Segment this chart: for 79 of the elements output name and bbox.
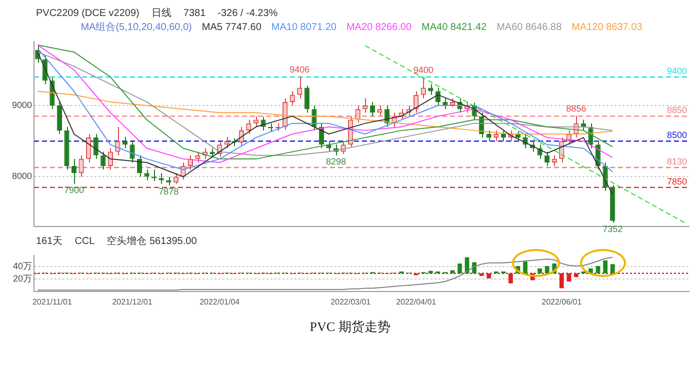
bar <box>428 270 433 274</box>
candlestick <box>377 105 382 116</box>
x-tick-label: 2022/01/04 <box>200 297 240 306</box>
bar <box>523 262 528 274</box>
candlestick <box>420 76 426 99</box>
text: MA10 8071.20 <box>271 22 336 32</box>
candlestick <box>78 154 84 178</box>
annotation: 7900 <box>64 184 84 195</box>
y-tick-label: 8000 <box>12 171 32 182</box>
annotation: 7352 <box>602 224 623 234</box>
candlestick <box>500 130 506 142</box>
bar <box>472 262 476 274</box>
text: 空头增仓 561395.00 <box>106 234 197 248</box>
candlestick <box>304 85 310 114</box>
x-tick-label: 2022/04/01 <box>396 297 437 306</box>
annotation: 8856 <box>566 104 586 114</box>
annotation: 8298 <box>326 156 346 166</box>
candlestick <box>195 151 200 163</box>
text: MA60 8646.88 <box>496 22 562 32</box>
ref-line-label: 8850 <box>666 105 687 116</box>
ref-line-label: 8500 <box>666 130 687 140</box>
ref-line-label: 8130 <box>666 156 687 166</box>
x-tick-label: 2022/06/01 <box>542 297 582 306</box>
candlestick <box>253 116 259 128</box>
candlestick <box>246 119 252 134</box>
bar <box>596 266 600 274</box>
candlestick <box>71 158 77 184</box>
candlestick <box>552 154 557 167</box>
y-tick-label: 9000 <box>12 100 32 110</box>
bar <box>458 263 462 274</box>
bar <box>610 264 615 274</box>
text: 161天 <box>36 235 63 248</box>
candlestick <box>580 119 586 131</box>
candlestick <box>173 172 178 184</box>
candlestick <box>56 101 62 134</box>
candlestick <box>486 130 492 142</box>
text: MA5 7747.60 <box>202 22 262 32</box>
text: PVC2209 (DCE v2209) <box>36 8 140 18</box>
text: 7381 <box>183 8 206 18</box>
bar <box>603 260 608 274</box>
legend-title: MA组合(5,10,20,40,60,0) <box>80 21 192 34</box>
candlestick <box>158 172 164 184</box>
text: -326 / -4.23% <box>218 8 278 18</box>
annotation: 9400 <box>413 65 434 75</box>
candlestick <box>494 130 499 142</box>
candlestick <box>100 151 106 170</box>
bar <box>544 266 550 274</box>
candlestick <box>515 130 521 142</box>
x-tick-label: 2021/12/01 <box>112 297 153 306</box>
candlestick <box>428 84 434 96</box>
annotation: 7878 <box>158 186 179 196</box>
ref-line-label: 7850 <box>666 176 687 186</box>
text: 日线 <box>151 6 172 20</box>
candlestick <box>144 169 150 181</box>
text: MA20 8266.00 <box>346 22 412 32</box>
candlestick <box>130 140 135 163</box>
candlestick <box>122 136 128 149</box>
text: MA40 8421.42 <box>422 22 487 32</box>
candlestick <box>442 98 448 110</box>
candlestick <box>297 76 302 99</box>
bar <box>538 268 542 274</box>
x-tick-label: 2021/11/01 <box>32 297 72 306</box>
ref-line-label: 9400 <box>666 66 687 76</box>
y-tick-label: 20万 <box>12 273 32 284</box>
candlestick <box>544 151 550 167</box>
candlestick <box>355 105 360 124</box>
candlestick <box>290 90 295 106</box>
candlestick <box>93 134 98 160</box>
candlestick <box>370 101 375 117</box>
text: CCL <box>74 236 95 246</box>
candlestick <box>326 140 332 152</box>
annotation: 9406 <box>290 64 310 75</box>
text: MA120 8637.03 <box>572 22 642 32</box>
text: PVC 期货走势 <box>308 318 392 336</box>
candlestick <box>224 136 230 149</box>
candlestick <box>362 98 368 114</box>
candlestick <box>86 134 92 163</box>
x-tick-label: 2022/03/01 <box>330 297 372 306</box>
y-tick-label: 40万 <box>12 261 32 272</box>
